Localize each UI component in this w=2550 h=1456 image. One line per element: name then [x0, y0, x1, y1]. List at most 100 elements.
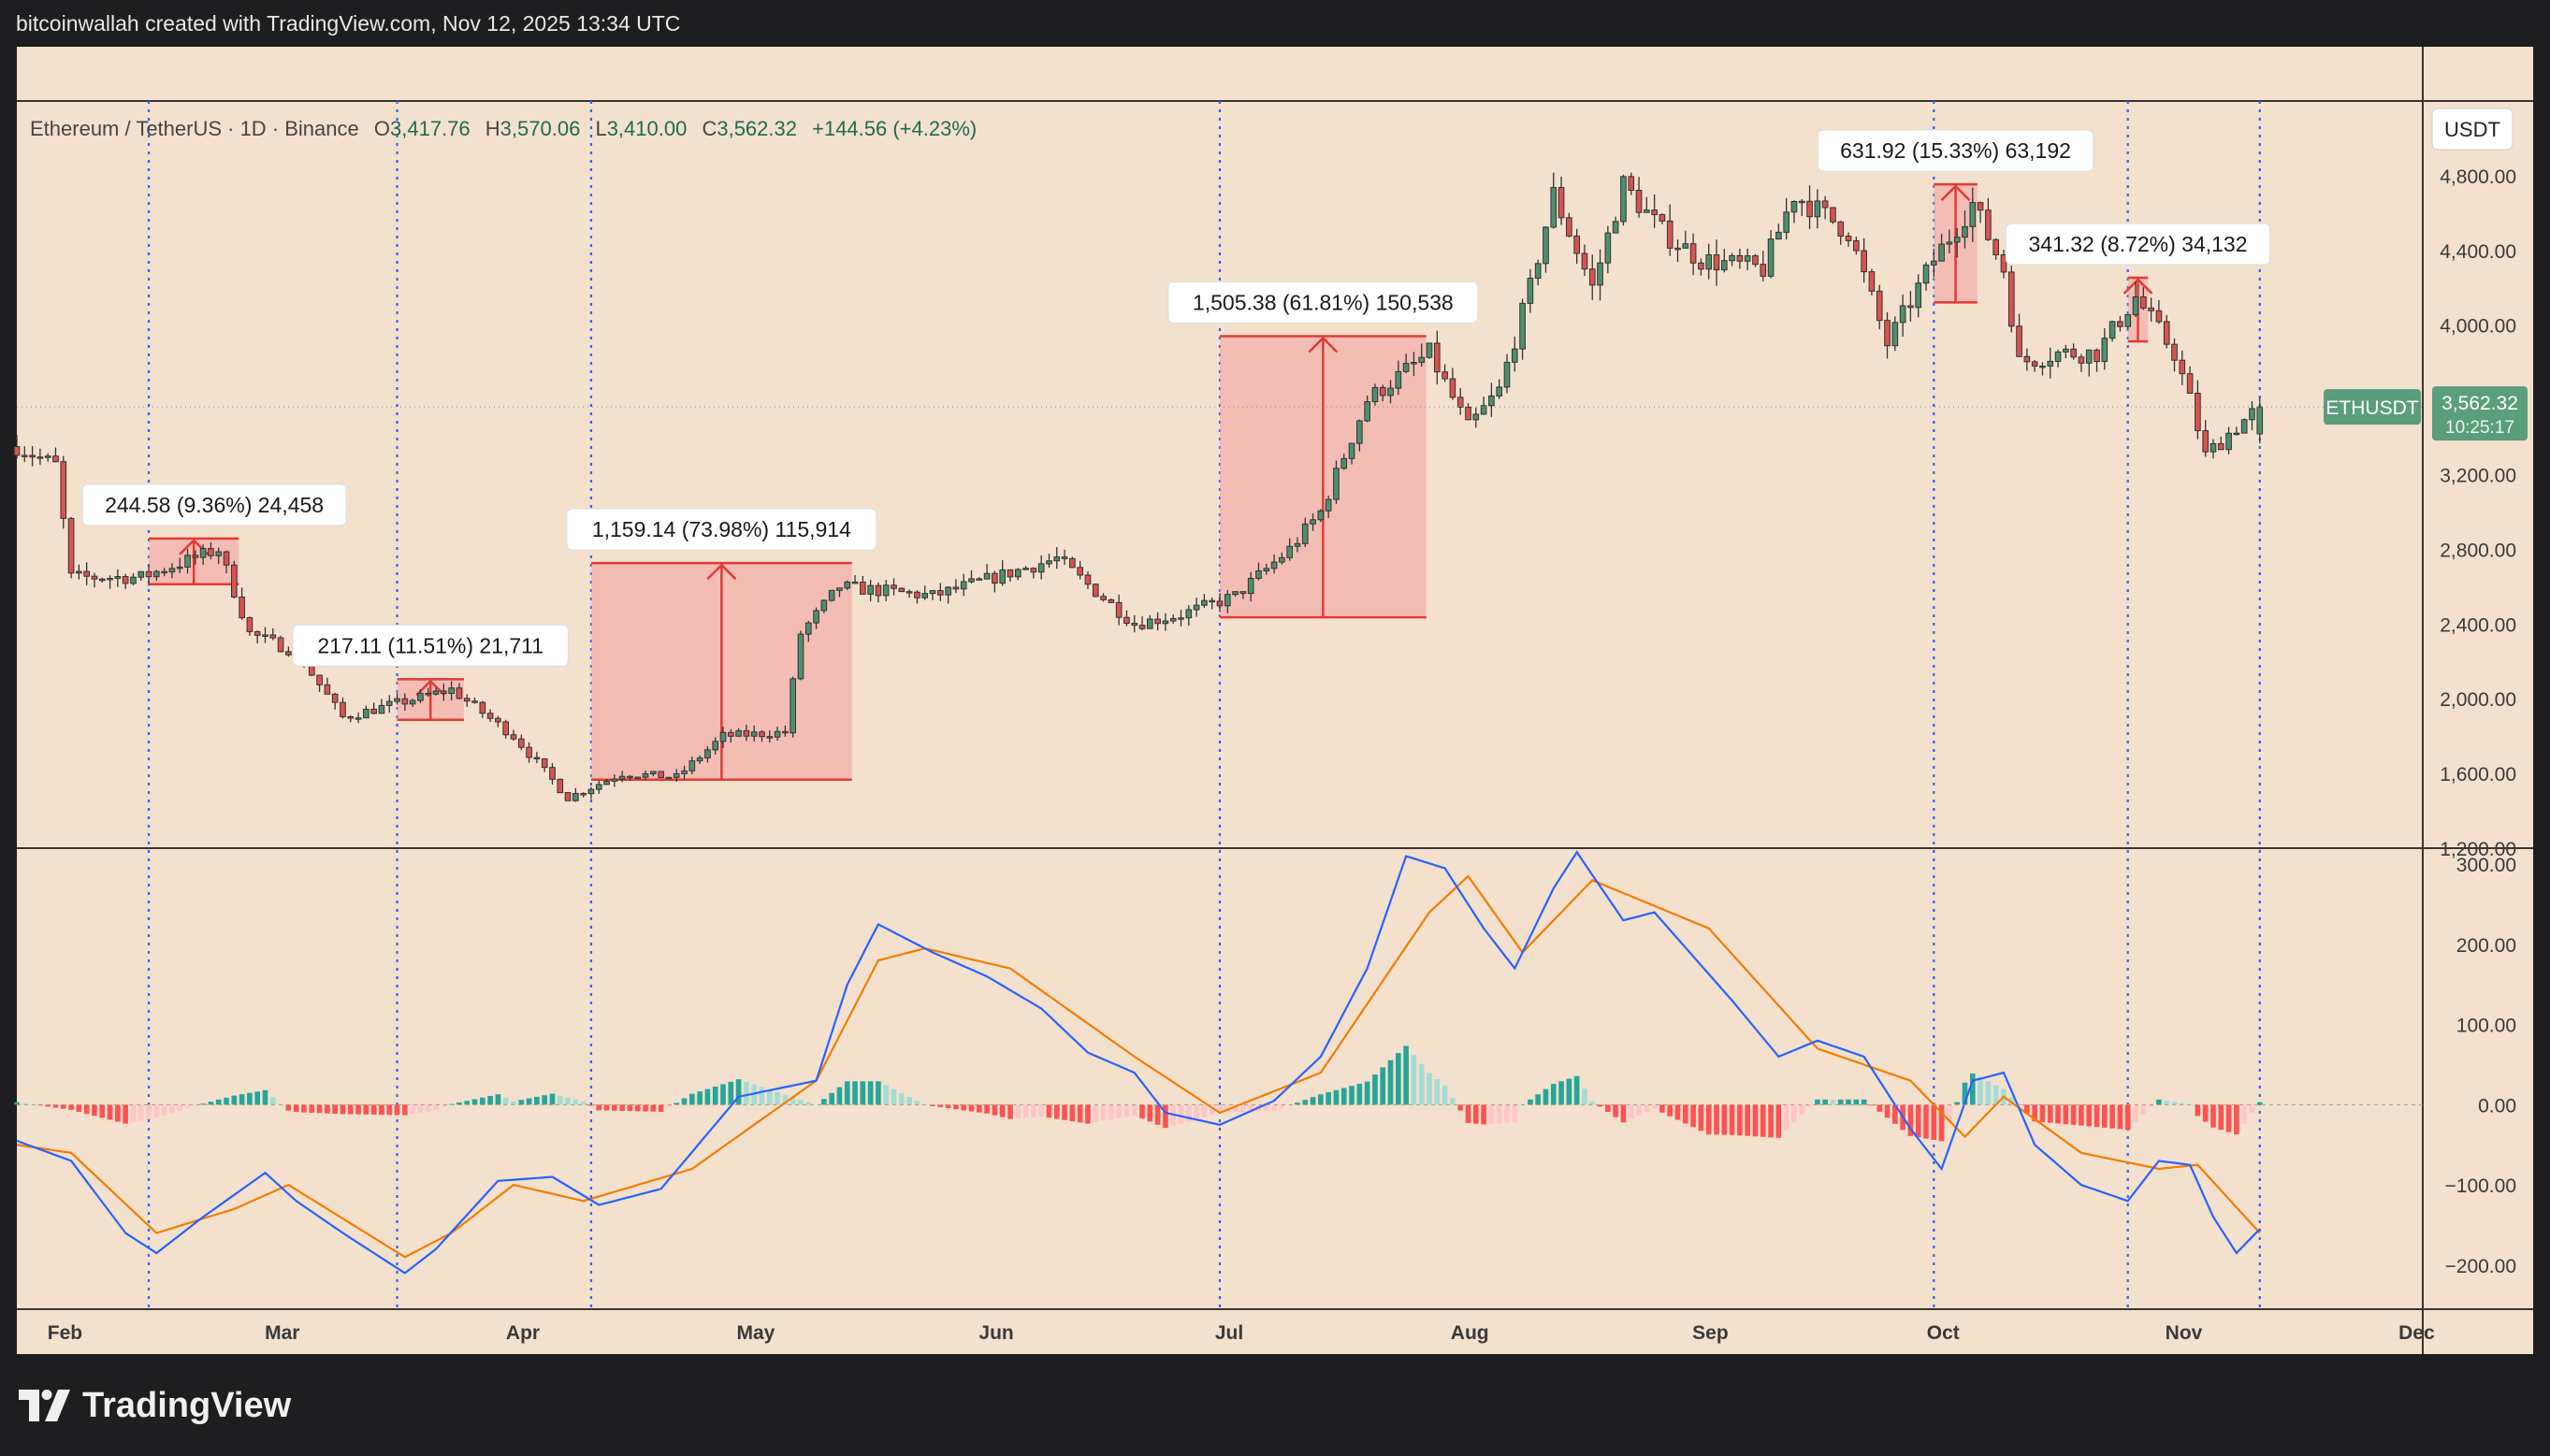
price-tag-countdown: 10:25:17 — [2445, 418, 2514, 438]
price-tick-label: 4,400.00 — [2440, 241, 2516, 263]
candle — [1193, 598, 1200, 617]
candle — [2256, 397, 2264, 444]
candle — [688, 757, 696, 775]
measure-box[interactable] — [397, 678, 464, 722]
candle — [1837, 221, 1845, 245]
histogram-bar — [495, 1094, 501, 1105]
measure-arrow-head — [1308, 336, 1339, 353]
histogram-bar — [1077, 1104, 1083, 1123]
candle — [1666, 204, 1673, 256]
candle — [1729, 252, 1735, 267]
histogram-bar — [1566, 1078, 1572, 1105]
histogram-bar — [612, 1104, 617, 1111]
histogram-bar — [1310, 1097, 1316, 1105]
candle — [541, 758, 548, 772]
ohlc-low-label: L — [595, 117, 606, 140]
histogram-bar — [1620, 1104, 1627, 1123]
histogram-bar — [471, 1099, 478, 1105]
candle — [1456, 388, 1464, 415]
measure-box[interactable] — [1220, 335, 1427, 619]
candle — [378, 699, 385, 714]
candle — [1783, 197, 1789, 240]
histogram-bar — [937, 1104, 944, 1108]
candle — [766, 730, 774, 742]
candle — [2163, 314, 2170, 349]
histogram-bar — [580, 1101, 587, 1105]
histogram-bar — [1411, 1055, 1417, 1105]
histogram-bar — [1822, 1099, 1828, 1105]
candle — [1830, 207, 1836, 224]
histogram-bar — [332, 1104, 338, 1115]
candle — [60, 455, 67, 529]
time-axis[interactable]: Feb Mar Apr May Jun Jul Aug Sep Oct Nov Dec — [48, 1322, 2435, 1344]
histogram-bar — [968, 1104, 975, 1112]
candle — [145, 565, 152, 586]
candle — [1884, 311, 1891, 359]
histogram-bar — [254, 1091, 261, 1105]
top-margin-strip — [17, 47, 2533, 100]
candle — [1449, 368, 1456, 400]
candle — [681, 765, 688, 780]
histogram-bar — [634, 1104, 641, 1112]
histogram-bar — [728, 1081, 734, 1105]
histogram-bar — [22, 1103, 28, 1105]
candle — [1053, 547, 1061, 569]
macd-axis[interactable]: 300.00 200.00 100.00 0.00 −100.00 −200.00 — [17, 855, 2516, 1277]
histogram-bar — [1085, 1104, 1091, 1124]
histogram-bar — [1978, 1077, 1983, 1105]
candle — [642, 770, 649, 781]
macd-tick-label: −200.00 — [2445, 1256, 2517, 1277]
candle — [1713, 239, 1720, 286]
histogram-bar — [1535, 1094, 1541, 1105]
candle — [564, 792, 572, 801]
ohlc-high: 3,570.06 — [500, 117, 581, 140]
candle — [2108, 320, 2116, 342]
candle — [735, 728, 742, 737]
candle — [254, 630, 261, 644]
candle — [2132, 281, 2139, 318]
histogram-bar — [1938, 1104, 1945, 1142]
chart-caption-bar: bitcoinwallah created with TradingView.c… — [0, 0, 2550, 47]
tradingview-logo[interactable]: TradingView — [19, 1382, 291, 1429]
candle — [1131, 614, 1138, 633]
measure-box[interactable] — [1934, 182, 1978, 304]
measure-box[interactable] — [590, 561, 852, 781]
currency-button[interactable]: USDT — [2431, 108, 2514, 151]
histogram-bar — [945, 1104, 951, 1109]
candle — [52, 447, 59, 463]
candle — [1310, 513, 1316, 531]
histogram-bar — [1876, 1104, 1883, 1112]
histogram-bar — [603, 1104, 610, 1111]
histogram-bar — [1543, 1088, 1549, 1105]
candle — [1333, 460, 1340, 504]
histogram-bar — [2241, 1104, 2247, 1124]
currency-label: USDT — [2444, 118, 2500, 141]
candle — [441, 683, 447, 701]
histogram-bar — [1729, 1104, 1735, 1135]
histogram-bar — [1496, 1104, 1502, 1124]
histogram-bar — [775, 1091, 780, 1105]
histogram-bar — [992, 1104, 998, 1116]
candle — [1232, 591, 1239, 598]
histogram-bar — [153, 1104, 160, 1118]
tradingview-logo-icon — [19, 1390, 70, 1421]
histogram-bar — [1705, 1104, 1712, 1135]
measure-label: 244.58 (9.36%) 24,458 — [81, 483, 347, 526]
histogram-bar — [1947, 1104, 1952, 1122]
histogram-bar — [115, 1104, 121, 1122]
candle — [1550, 172, 1558, 229]
candle — [1985, 197, 1992, 241]
candle — [1868, 268, 1876, 296]
histogram-bar — [565, 1097, 571, 1105]
histogram-bar — [1340, 1088, 1347, 1105]
candle — [1527, 268, 1534, 313]
candle — [138, 570, 145, 582]
histogram-bar — [790, 1097, 796, 1105]
price-tick-label: 4,800.00 — [2440, 166, 2516, 188]
histogram-bar — [588, 1104, 594, 1106]
histogram-bar — [347, 1104, 354, 1115]
histogram-bar — [464, 1101, 471, 1105]
candle — [2124, 314, 2132, 329]
candle — [1263, 563, 1270, 575]
